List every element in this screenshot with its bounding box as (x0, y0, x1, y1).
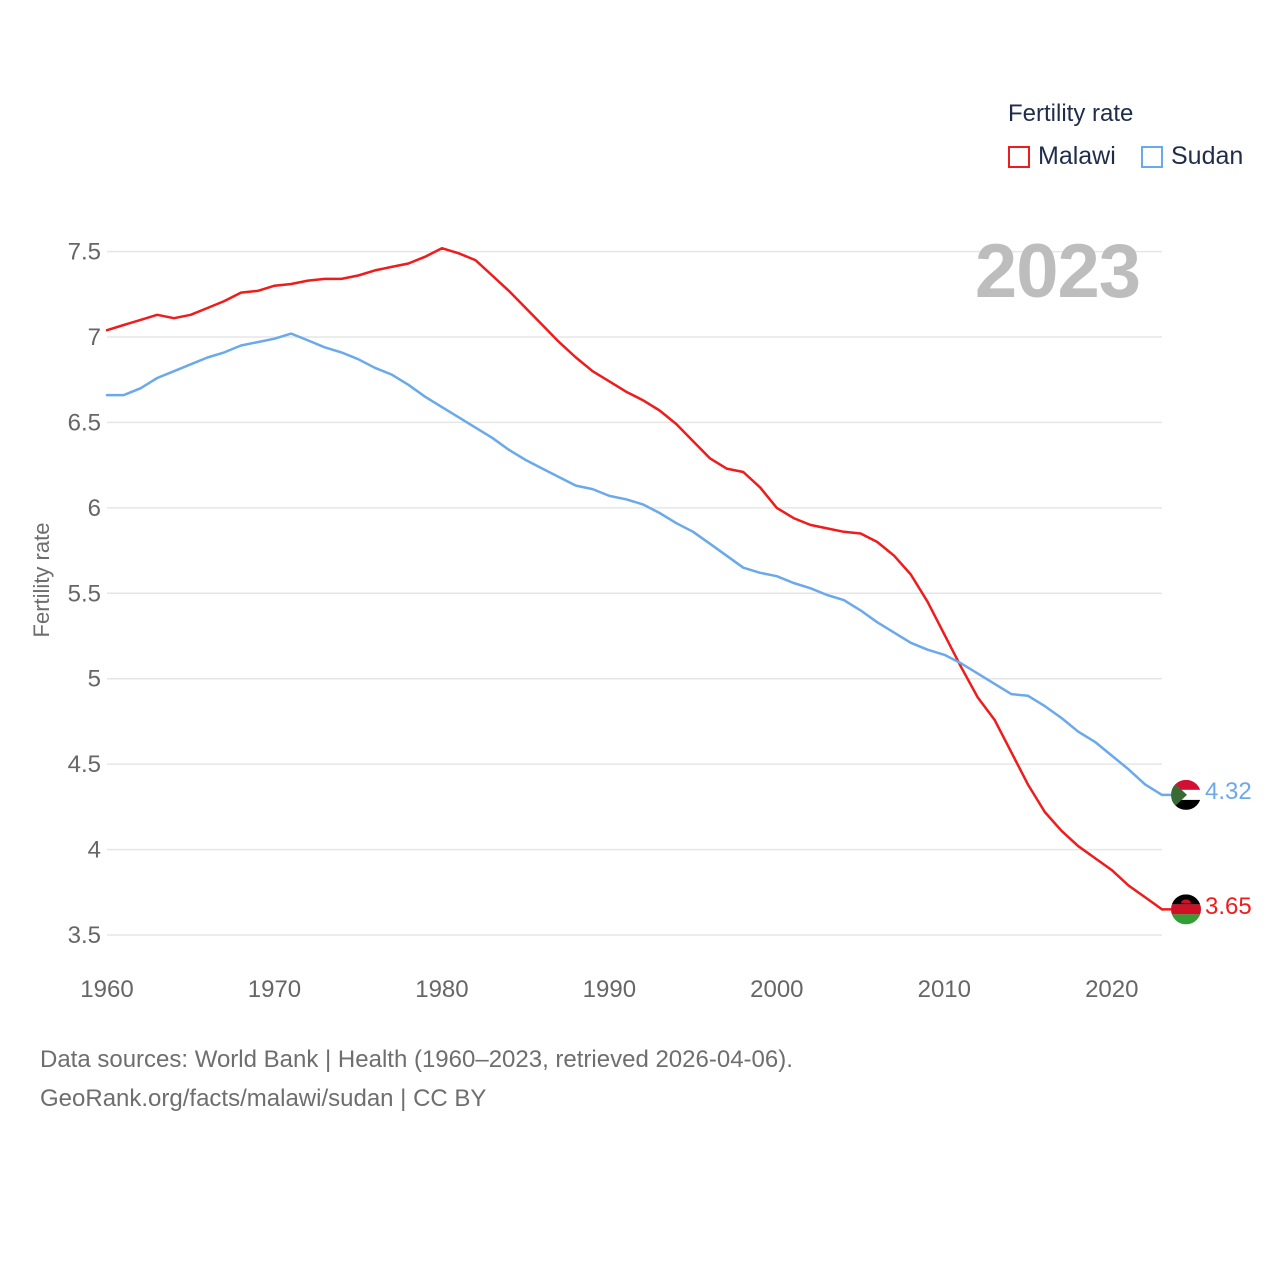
y-tick-label: 5 (88, 666, 101, 693)
footer-link[interactable]: GeoRank.org/facts/malawi/sudan | CC BY (40, 1085, 487, 1112)
x-tick-label: 1990 (583, 976, 636, 1003)
year-label: 2023 (974, 229, 1141, 314)
end-value-malawi: 3.65 (1205, 893, 1252, 920)
y-axis-label: Fertility rate (29, 522, 54, 638)
y-tick-label: 3.5 (68, 922, 101, 949)
gridlines (107, 250, 1162, 936)
series-lines (105, 246, 1174, 911)
y-axis-ticks: 3.5 4 4.5 5 5.5 6 6.5 7 7.5 (68, 239, 101, 949)
y-tick-label: 5.5 (68, 580, 101, 607)
y-tick-label: 4.5 (68, 751, 101, 778)
series-line-sudan (105, 332, 1164, 797)
x-tick-label: 2000 (750, 976, 803, 1003)
legend-label-malawi: Malawi (1038, 142, 1116, 170)
legend-item-sudan[interactable]: Sudan (1141, 142, 1243, 171)
legend-title: Fertility rate (1008, 100, 1134, 127)
malawi-flag-icon (1171, 894, 1201, 925)
y-tick-label: 6 (88, 495, 101, 522)
y-tick-label: 7.5 (68, 239, 101, 266)
x-axis-ticks: 1960 1970 1980 1990 2000 2010 2020 (80, 976, 1138, 1003)
end-flags (1171, 779, 1201, 925)
y-tick-label: 7 (88, 324, 101, 351)
series-line-malawi (105, 246, 1164, 911)
x-tick-label: 1980 (415, 976, 468, 1003)
end-value-sudan: 4.32 (1205, 778, 1252, 805)
footer-sources: Data sources: World Bank | Health (1960–… (40, 1046, 793, 1073)
legend-swatch-malawi (1008, 145, 1030, 168)
x-tick-label: 1960 (80, 976, 133, 1003)
legend-swatch-sudan (1141, 145, 1163, 168)
x-tick-label: 2020 (1085, 976, 1138, 1003)
y-tick-label: 4 (88, 837, 101, 864)
sudan-flag-icon (1171, 779, 1201, 810)
x-tick-label: 1970 (248, 976, 301, 1003)
x-tick-label: 2010 (918, 976, 971, 1003)
y-tick-label: 6.5 (68, 409, 101, 436)
legend-item-malawi[interactable]: Malawi (1008, 142, 1116, 171)
legend-label-sudan: Sudan (1171, 142, 1244, 170)
